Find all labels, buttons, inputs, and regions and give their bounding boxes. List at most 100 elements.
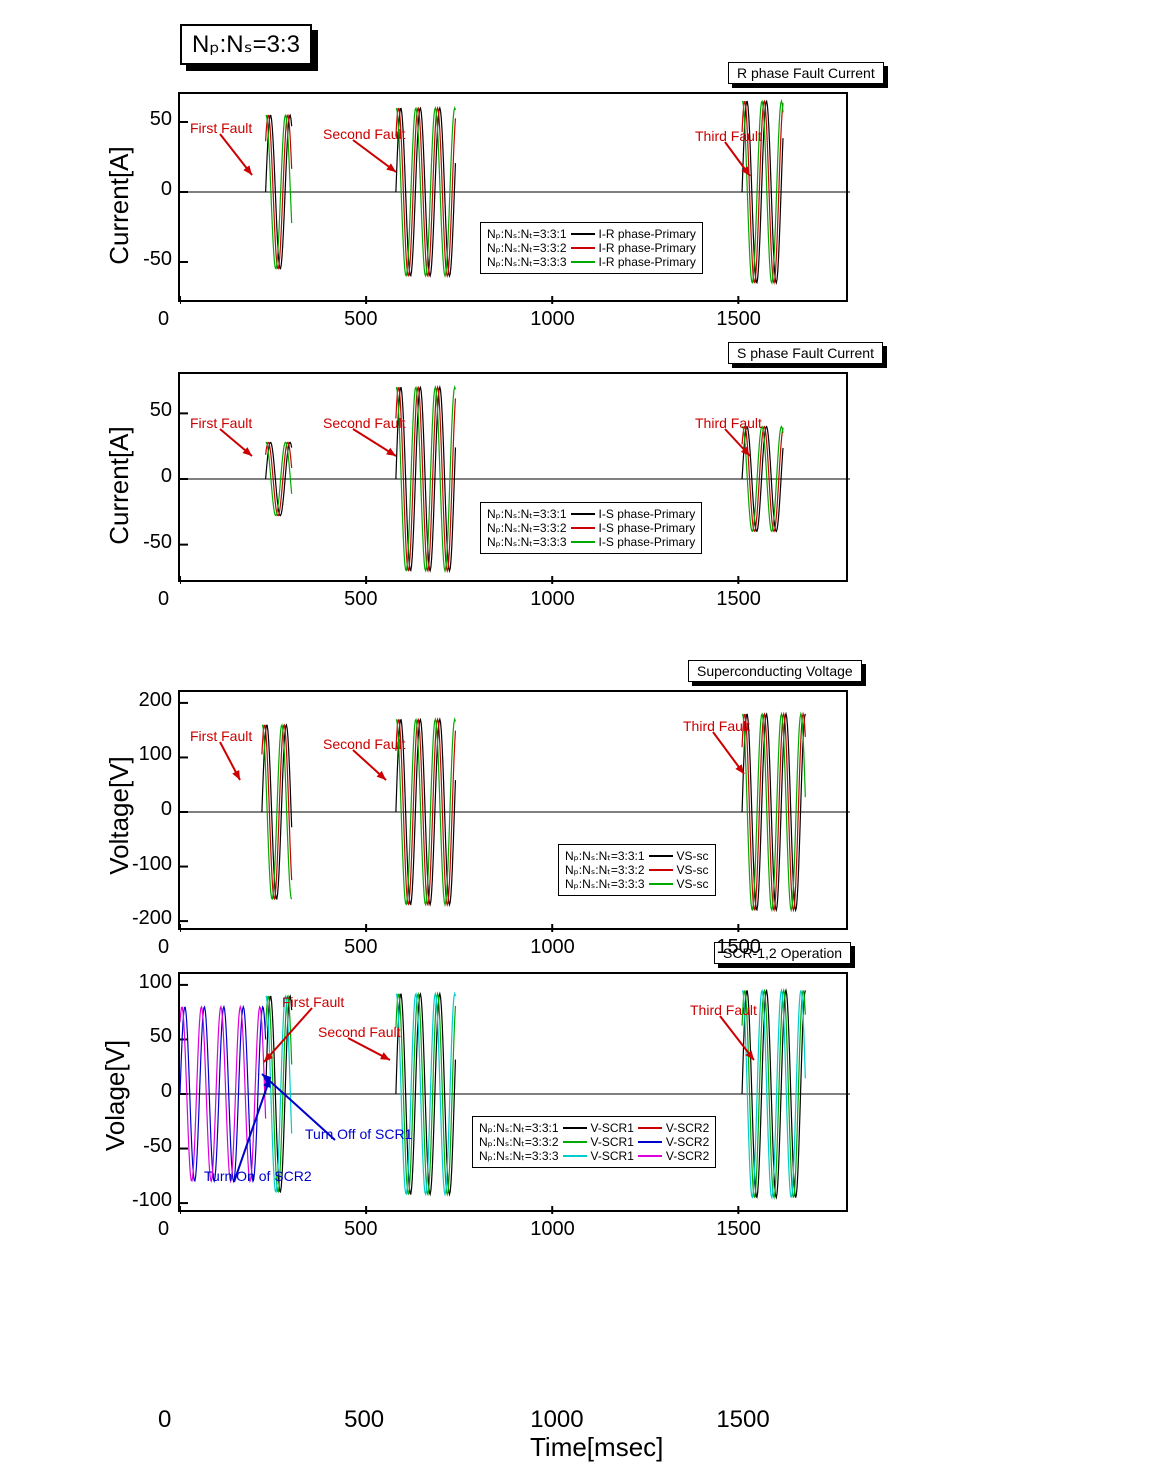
legend-label: I-R phase-Primary	[599, 227, 696, 241]
r-phase-label: R phase Fault Current	[728, 62, 884, 84]
legend-line-icon	[571, 527, 595, 529]
legend-line-icon	[563, 1127, 587, 1129]
legend-prefix: Nₚ:Nₛ:Nₜ=3:3:2	[487, 521, 567, 535]
legend-label: V-SCR1	[591, 1121, 634, 1135]
legend-label: VS-sc	[677, 877, 709, 891]
legend-prefix: Nₚ:Nₛ:Nₜ=3:3:2	[565, 863, 645, 877]
ytick-label: 50	[128, 1025, 172, 1048]
legend-row: Nₚ:Nₛ:Nₜ=3:3:3 I-R phase-Primary	[487, 255, 696, 269]
xtick-label: 500	[344, 1406, 384, 1434]
ytick-label: 50	[128, 108, 172, 131]
legend-prefix: Nₚ:Nₛ:Nₜ=3:3:3	[487, 255, 567, 269]
xtick-label: 1000	[530, 1406, 583, 1434]
r-phase-annotation: Second Fault	[323, 126, 406, 142]
r-phase-annotation: First Fault	[190, 120, 252, 136]
legend-row: Nₚ:Nₛ:Nₜ=3:3:3 VS-sc	[565, 877, 709, 891]
legend-label: I-S phase-Primary	[599, 507, 696, 521]
xtick-label: 1500	[716, 1218, 761, 1241]
legend-label: VS-sc	[677, 849, 709, 863]
ytick-label: 0	[128, 1080, 172, 1103]
legend-prefix: Nₚ:Nₛ:Nₜ=3:3:1	[479, 1121, 559, 1135]
legend-prefix: Nₚ:Nₛ:Nₜ=3:3:2	[487, 241, 567, 255]
r-phase-ylabel: Current[A]	[104, 146, 135, 265]
sc-voltage-ylabel: Voltage[V]	[104, 756, 135, 875]
legend-row: Nₚ:Nₛ:Nₜ=3:3:1 V-SCR1 V-SCR2	[479, 1121, 709, 1135]
scr-op-annotation: First Fault	[282, 994, 344, 1010]
xtick-label: 1000	[530, 308, 575, 331]
legend-row: Nₚ:Nₛ:Nₜ=3:3:1 I-R phase-Primary	[487, 227, 696, 241]
xtick-label: 1500	[716, 1406, 769, 1434]
xtick-label: 0	[158, 1406, 171, 1434]
legend-label: I-R phase-Primary	[599, 255, 696, 269]
xtick-label: 1000	[530, 936, 575, 959]
sc-voltage-annotation: First Fault	[190, 728, 252, 744]
legend-prefix: Nₚ:Nₛ:Nₜ=3:3:3	[479, 1149, 559, 1163]
legend-line-icon	[571, 247, 595, 249]
xtick-label: 0	[158, 588, 169, 611]
legend-label: V-SCR2	[666, 1135, 709, 1149]
legend-label: V-SCR2	[666, 1121, 709, 1135]
sc-voltage-annotation: Second Fault	[323, 736, 406, 752]
legend-row: Nₚ:Nₛ:Nₜ=3:3:1 I-S phase-Primary	[487, 507, 695, 521]
xtick-label: 1500	[716, 936, 761, 959]
legend-label: I-S phase-Primary	[599, 521, 696, 535]
s-phase-label: S phase Fault Current	[728, 342, 883, 364]
legend-prefix: Nₚ:Nₛ:Nₜ=3:3:1	[565, 849, 645, 863]
s-phase-legend: Nₚ:Nₛ:Nₜ=3:3:1I-S phase-PrimaryNₚ:Nₛ:Nₜ=…	[480, 502, 702, 554]
legend-line-icon	[563, 1141, 587, 1143]
legend-row: Nₚ:Nₛ:Nₜ=3:3:3 I-S phase-Primary	[487, 535, 695, 549]
legend-prefix: Nₚ:Nₛ:Nₜ=3:3:3	[487, 535, 567, 549]
ytick-label: -100	[128, 1189, 172, 1212]
figure-title-text: Nₚ:Nₛ=3:3	[192, 31, 300, 58]
ytick-label: 200	[128, 689, 172, 712]
legend-label: V-SCR2	[666, 1149, 709, 1163]
s-phase-ylabel: Current[A]	[104, 426, 135, 545]
xtick-label: 500	[344, 308, 377, 331]
legend-line-icon	[563, 1155, 587, 1157]
scr-op-ylabel: Volage[V]	[100, 1040, 131, 1151]
x-axis-label-text: Time[msec]	[530, 1432, 663, 1462]
sc-voltage-legend: Nₚ:Nₛ:Nₜ=3:3:1VS-scNₚ:Nₛ:Nₜ=3:3:2VS-scNₚ…	[558, 844, 716, 896]
legend-row: Nₚ:Nₛ:Nₜ=3:3:1 VS-sc	[565, 849, 709, 863]
figure-root: Nₚ:Nₛ=3:3 R phase Fault Current -50 0 50 Cur…	[0, 0, 1157, 1474]
legend-prefix: Nₚ:Nₛ:Nₜ=3:3:1	[487, 507, 567, 521]
legend-line-icon	[571, 261, 595, 263]
sc-voltage-label: Superconducting Voltage	[688, 660, 862, 682]
xtick-label: 500	[344, 588, 377, 611]
legend-row: Nₚ:Nₛ:Nₜ=3:3:3V-SCR1V-SCR2	[479, 1149, 709, 1163]
legend-prefix: Nₚ:Nₛ:Nₜ=3:3:3	[565, 877, 645, 891]
legend-line-icon	[571, 513, 595, 515]
xtick-label: 0	[158, 1218, 169, 1241]
legend-label: I-R phase-Primary	[599, 241, 696, 255]
legend-line-icon	[649, 883, 673, 885]
legend-label: I-S phase-Primary	[599, 535, 696, 549]
xtick-label: 1000	[530, 1218, 575, 1241]
legend-line-icon	[649, 869, 673, 871]
legend-row: Nₚ:Nₛ:Nₜ=3:3:2V-SCR1V-SCR2	[479, 1135, 709, 1149]
legend-line-icon	[638, 1127, 662, 1129]
legend-line-icon	[571, 233, 595, 235]
ytick-label: -50	[128, 1135, 172, 1158]
xtick-label: 1500	[716, 308, 761, 331]
xtick-label: 1500	[716, 588, 761, 611]
sc-voltage-annotation: Third Fault	[683, 718, 750, 734]
scr-op-legend: Nₚ:Nₛ:Nₜ=3:3:1V-SCR1V-SCR2Nₚ:Nₛ:Nₜ=3:3:2…	[472, 1116, 716, 1168]
scr-op-annotation: Turn On of SCR2	[204, 1168, 312, 1184]
scr-op-annotation: Second Fault	[318, 1024, 401, 1040]
ytick-label: -200	[128, 907, 172, 930]
legend-prefix: Nₚ:Nₛ:Nₜ=3:3:1	[487, 227, 567, 241]
xtick-label: 1000	[530, 588, 575, 611]
xtick-label: 500	[344, 1218, 377, 1241]
legend-prefix: Nₚ:Nₛ:Nₜ=3:3:2	[479, 1135, 559, 1149]
r-phase-legend: Nₚ:Nₛ:Nₜ=3:3:1I-R phase-PrimaryNₚ:Nₛ:Nₜ=…	[480, 222, 703, 274]
xtick-label: 0	[158, 308, 169, 331]
legend-row: Nₚ:Nₛ:Nₜ=3:3:2 I-S phase-Primary	[487, 521, 695, 535]
legend-line-icon	[638, 1141, 662, 1143]
x-axis-label: Time[msec]	[530, 1432, 663, 1463]
s-phase-annotation: Second Fault	[323, 415, 406, 431]
s-phase-annotation: First Fault	[190, 415, 252, 431]
legend-label: VS-sc	[677, 863, 709, 877]
figure-title-badge: Nₚ:Nₛ=3:3	[180, 24, 312, 65]
xtick-label: 500	[344, 936, 377, 959]
ytick-label: 100	[128, 971, 172, 994]
